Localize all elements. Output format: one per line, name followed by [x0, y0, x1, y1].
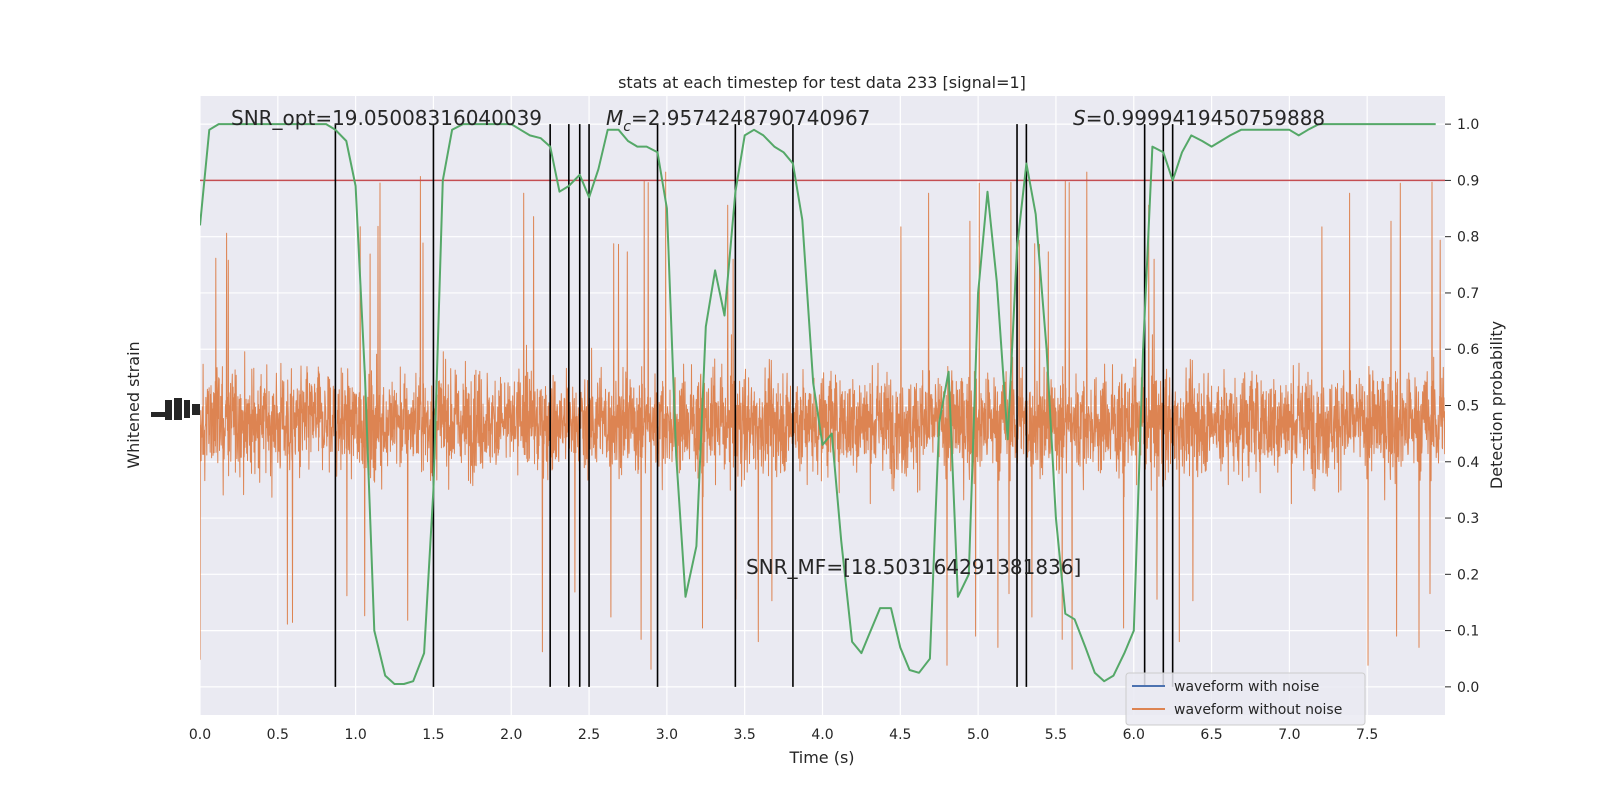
y-tick-label: 1.0: [1457, 117, 1479, 133]
chirp-mass-annotation: Mc=2.9574248790740967: [606, 106, 870, 135]
y-left-axis-label: Whitened strain: [124, 341, 143, 468]
x-tick-label: 7.0: [1278, 727, 1300, 743]
y-tick-label: 0.7: [1457, 286, 1479, 302]
y-right-axis-label: Detection probability: [1487, 321, 1506, 489]
legend: waveform with noise waveform without noi…: [1125, 672, 1366, 726]
detection-probability-series: [200, 123, 1436, 685]
x-tick-label: 1.0: [344, 727, 366, 743]
s-annotation: S=0.9999419450759888: [1073, 106, 1325, 130]
strain-series: [200, 171, 1445, 670]
y-right-tick-labels: 0.0 0.1 0.2 0.3 0.4 0.5 0.6 0.7 0.8 0.9 1.0: [1445, 117, 1479, 696]
y-tick-label: 0.3: [1457, 511, 1479, 527]
legend-label-with-noise: waveform with noise: [1174, 679, 1319, 695]
x-tick-label: 2.5: [578, 727, 600, 743]
x-tick-label: 0.0: [189, 727, 211, 743]
y-tick-label: 0.1: [1457, 624, 1479, 640]
chart-title: stats at each timestep for test data 233…: [618, 73, 1026, 92]
legend-box: [1125, 672, 1366, 726]
snr-opt-annotation: SNR_opt=19.05008316040039: [231, 106, 542, 130]
y-tick-label: 0.9: [1457, 173, 1479, 189]
x-tick-label: 3.0: [656, 727, 678, 743]
x-tick-label: 4.0: [811, 727, 833, 743]
x-tick-label: 6.0: [1123, 727, 1145, 743]
x-tick-label: 3.5: [734, 727, 756, 743]
y-tick-label: 0.2: [1457, 567, 1479, 583]
x-tick-label: 0.5: [267, 727, 289, 743]
x-tick-label: 7.5: [1356, 727, 1378, 743]
x-tick-labels: 0.0 0.5 1.0 1.5 2.0 2.5 3.0 3.5 4.0 4.5 5.0 5.5 6.0 6…: [189, 727, 1378, 743]
left-axis-cluttered-ticks: [151, 398, 200, 420]
x-tick-label: 5.5: [1045, 727, 1067, 743]
x-tick-label: 5.0: [967, 727, 989, 743]
x-tick-label: 6.5: [1200, 727, 1222, 743]
y-tick-label: 0.4: [1457, 455, 1479, 471]
vertical-markers: [334, 124, 1174, 687]
y-tick-label: 0.8: [1457, 230, 1479, 246]
x-tick-label: 4.5: [889, 727, 911, 743]
y-tick-label: 0.6: [1457, 342, 1479, 358]
y-tick-label: 0.5: [1457, 399, 1479, 415]
x-tick-label: 2.0: [500, 727, 522, 743]
x-tick-label: 1.5: [422, 727, 444, 743]
y-tick-label: 0.0: [1457, 680, 1479, 696]
x-axis-label: Time (s): [788, 748, 854, 767]
legend-label-without-noise: waveform without noise: [1174, 702, 1342, 718]
snr-mf-annotation: SNR_MF=[18.503164291381836]: [746, 555, 1081, 579]
